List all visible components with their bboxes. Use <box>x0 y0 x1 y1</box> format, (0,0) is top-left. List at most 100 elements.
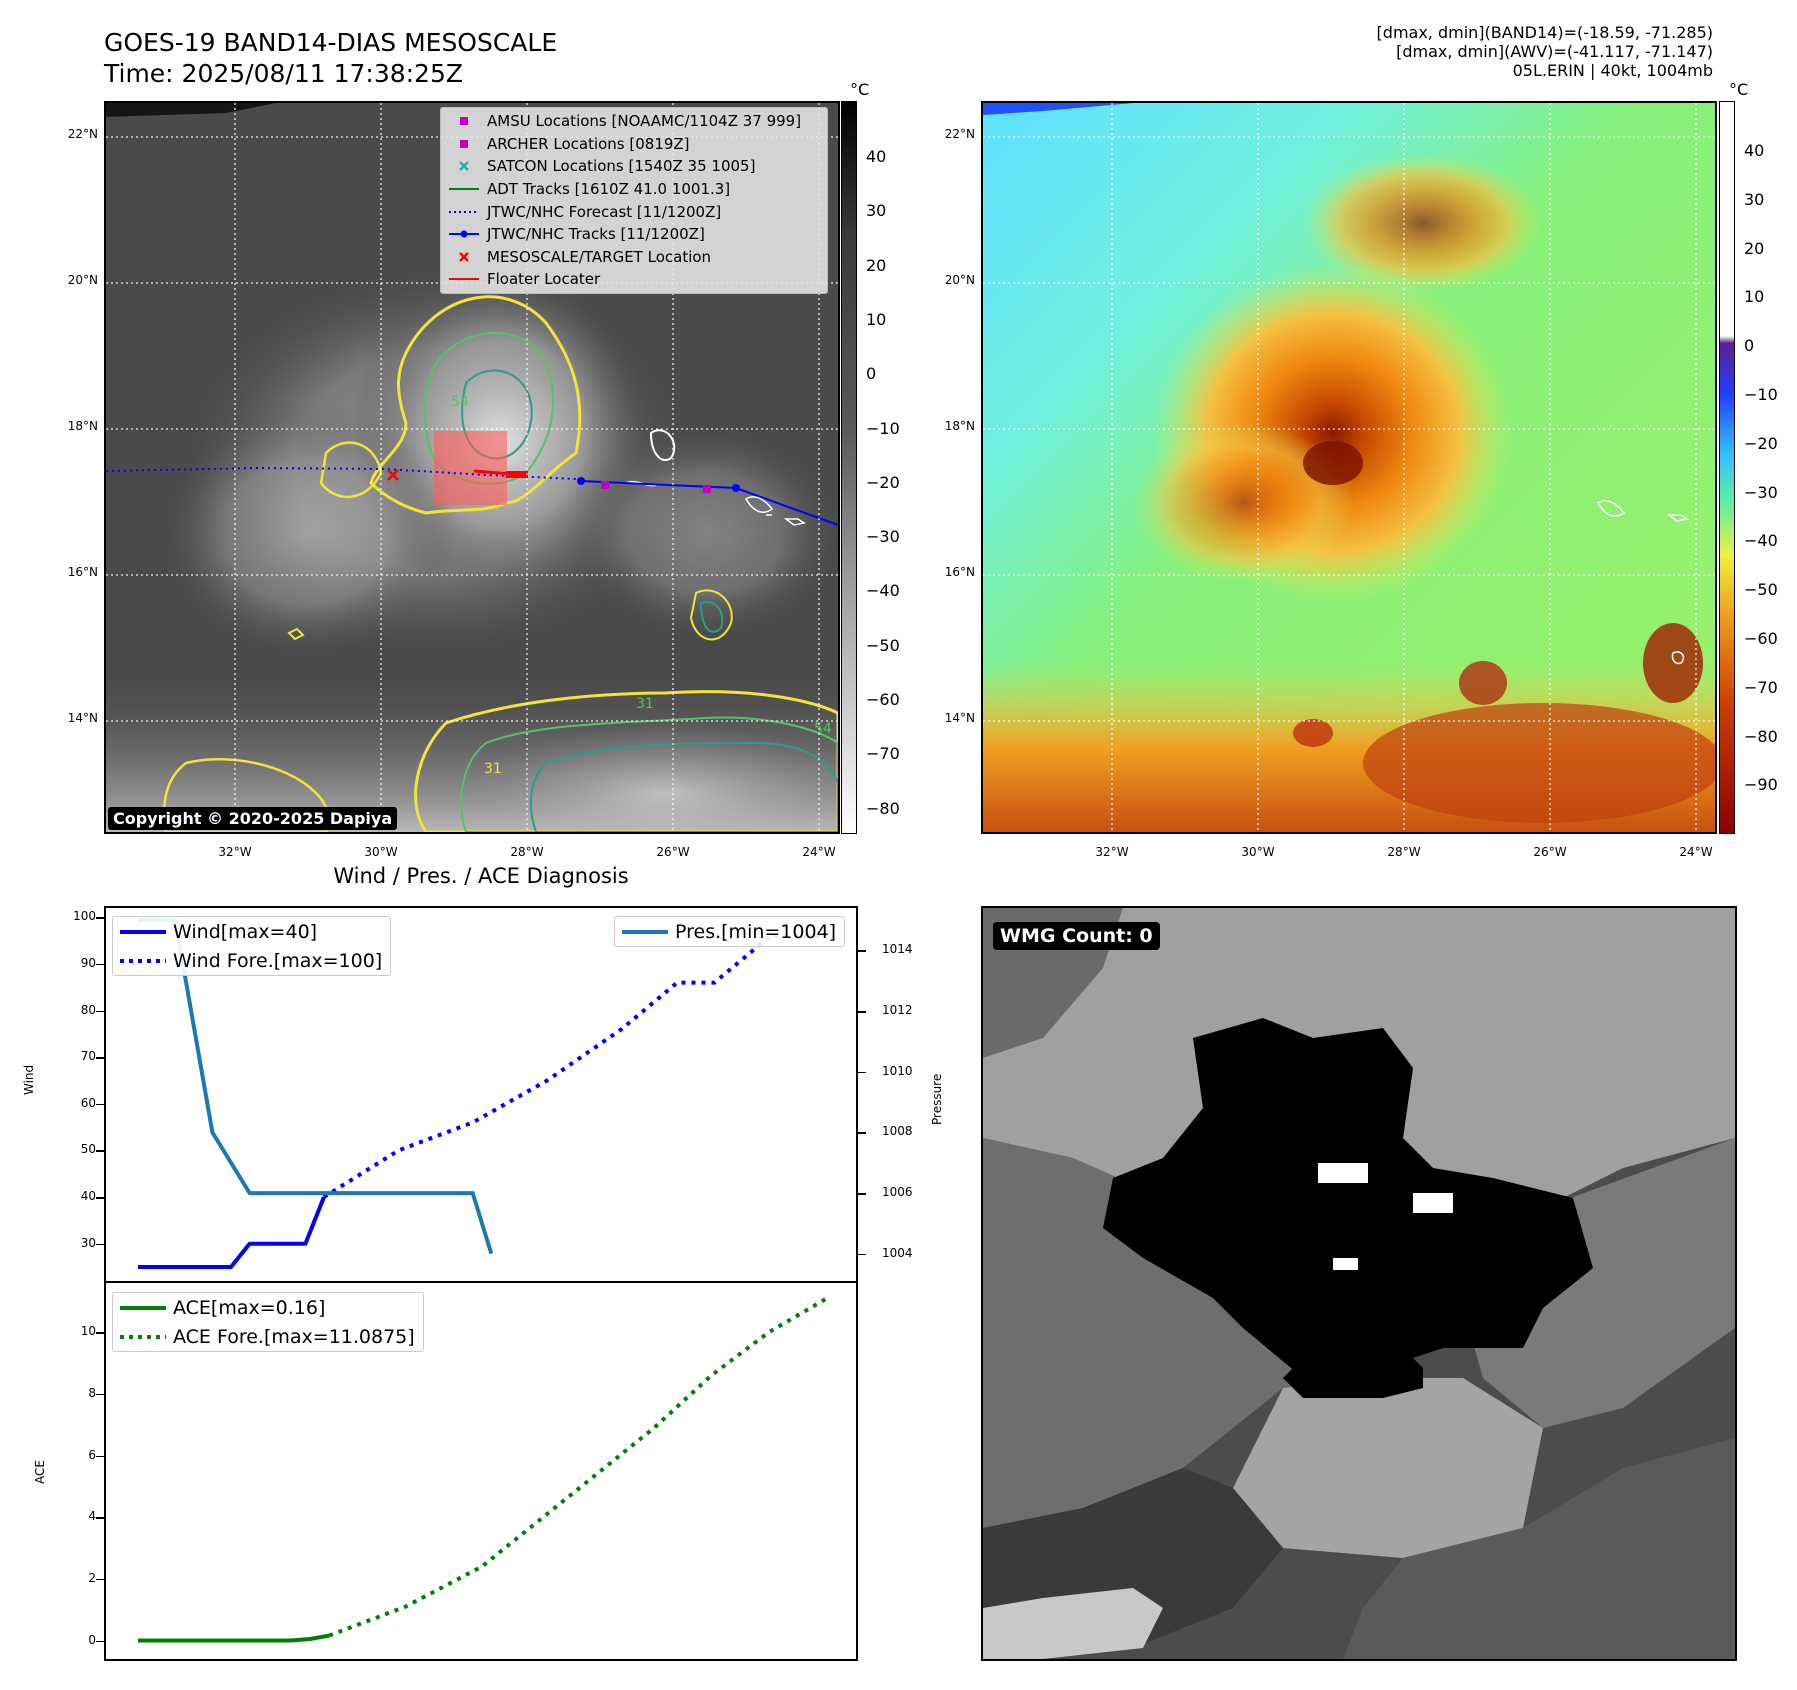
legend-label: ACE Fore.[max=11.0875] <box>173 1325 415 1348</box>
lon-tick-label: 32°W <box>1095 845 1129 859</box>
wind-ytick-mark <box>96 1103 104 1106</box>
ace-ytick-label: 8 <box>88 1385 96 1400</box>
wind-ytick-label: 70 <box>80 1049 96 1064</box>
legend-swatch <box>441 138 487 150</box>
wmg-image <box>983 908 1735 1659</box>
wmg-panel: WMG Count: 0 <box>981 906 1737 1661</box>
wind-ytick-label: 90 <box>80 955 96 970</box>
storm-info: 05L.ERIN | 40kt, 1004mb <box>1512 61 1713 80</box>
track-point <box>732 484 740 492</box>
ace-axis-label: ACE <box>33 1460 47 1484</box>
legend-label: JTWC/NHC Tracks [11/1200Z] <box>487 225 705 244</box>
ace-ytick-mark <box>96 1578 104 1581</box>
contour-label: 31 <box>484 761 502 777</box>
legend-label: Floater Locater <box>487 270 601 289</box>
colorbar-tick-label: −80 <box>866 798 900 818</box>
colorbar-tick-label: 10 <box>866 309 887 329</box>
track-point <box>577 477 585 485</box>
lon-tick-label: 28°W <box>510 845 544 859</box>
legend-item: Floater Locater <box>441 268 827 291</box>
ace-ytick-label: 2 <box>88 1570 96 1585</box>
legend-label: Wind[max=40] <box>173 920 318 943</box>
pressure-ytick-mark <box>858 950 866 952</box>
legend-swatch <box>113 958 173 964</box>
lat-tick-label: 18°N <box>944 419 975 433</box>
wind-ytick-mark <box>96 917 104 919</box>
wv-colorbar-unit: °C <box>1729 80 1749 99</box>
colorbar-tick-label: −80 <box>1744 726 1778 746</box>
pressure-ytick-label: 1012 <box>882 1003 913 1018</box>
ace-ytick-mark <box>96 1640 104 1642</box>
series-line-1 <box>322 934 826 1199</box>
contour-label: 54 <box>451 394 469 410</box>
pressure-ytick-mark <box>858 1011 866 1013</box>
wv-gridlines <box>983 103 1715 832</box>
lat-tick-label: 14°N <box>67 711 98 725</box>
colorbar-tick-label: −30 <box>1744 482 1778 502</box>
legend-label: ADT Tracks [1610Z 41.0 1001.3] <box>487 180 731 199</box>
wind-axis-label: Wind <box>22 1064 36 1095</box>
stats-band14: [dmax, dmin](BAND14)=(-18.59, -71.285) <box>1376 23 1713 42</box>
legend-label: Wind Fore.[max=100] <box>173 949 383 972</box>
figure-title: GOES-19 BAND14-DIAS MESOSCALE <box>104 28 558 57</box>
colorbar-tick-label: −20 <box>1744 433 1778 453</box>
wmg-count-badge: WMG Count: 0 <box>993 922 1160 950</box>
pressure-ytick-label: 1008 <box>882 1124 913 1139</box>
wind-legend: Wind[max=40] Wind Fore.[max=100] <box>112 916 392 976</box>
legend-label: JTWC/NHC Forecast [11/1200Z] <box>487 202 722 221</box>
lon-tick-label: 30°W <box>1241 845 1275 859</box>
legend-swatch <box>441 160 487 172</box>
legend-item: MESOSCALE/TARGET Location <box>441 246 827 269</box>
colorbar-tick-label: −50 <box>1744 580 1778 600</box>
colorbar-tick-label: 30 <box>1744 189 1765 209</box>
pressure-ytick-label: 1004 <box>882 1245 913 1260</box>
ace-ytick-label: 6 <box>88 1447 96 1462</box>
pressure-axis-label: Pressure <box>930 1073 944 1125</box>
colorbar-tick-label: 40 <box>866 147 887 166</box>
copyright-badge: Copyright © 2020-2025 Dapiya <box>108 807 398 830</box>
lat-tick-label: 20°N <box>944 273 975 287</box>
colorbar-tick-label: −50 <box>866 635 900 655</box>
legend-swatch <box>441 183 487 195</box>
colorbar-tick-label: −70 <box>1744 677 1778 697</box>
colorbar-tick-label: 10 <box>1744 287 1765 307</box>
colorbar-tick-label: −40 <box>1744 531 1778 551</box>
wv-map-image <box>983 103 1715 832</box>
legend-label: MESOSCALE/TARGET Location <box>487 247 712 266</box>
pressure-ytick-label: 1010 <box>882 1063 913 1078</box>
series-line-0 <box>138 1633 330 1643</box>
contour-label: 31 <box>636 696 654 712</box>
colorbar-tick-label: −60 <box>866 690 900 709</box>
legend-item-wind-fore: Wind Fore.[max=100] <box>113 946 390 975</box>
pressure-ytick-mark <box>858 1253 866 1256</box>
legend-item: ARCHER Locations [0819Z] <box>441 133 827 156</box>
diagnosis-title: Wind / Pres. / ACE Diagnosis <box>333 864 629 888</box>
colorbar-tick-label: −10 <box>1744 385 1778 404</box>
wind-ytick-label: 80 <box>80 1002 96 1017</box>
wind-ytick-label: 30 <box>80 1235 96 1250</box>
ir-map-legend: AMSU Locations [NOAAMC/1104Z 37 999] ARCH… <box>440 107 828 294</box>
legend-item-wind: Wind[max=40] <box>113 917 390 946</box>
ace-legend: ACE[max=0.16] ACE Fore.[max=11.0875] <box>112 1292 424 1352</box>
ace-ytick-mark <box>96 1393 104 1396</box>
colorbar-tick-label: −40 <box>866 581 900 601</box>
colorbar-tick-label: −20 <box>866 472 900 492</box>
lon-tick-label: 26°W <box>656 845 690 859</box>
ace-ytick-mark <box>96 1332 104 1334</box>
lon-tick-label: 24°W <box>802 845 836 859</box>
amsu-marker <box>601 481 609 489</box>
lon-tick-label: 24°W <box>1679 845 1713 859</box>
legend-label: ARCHER Locations [0819Z] <box>487 134 690 153</box>
ace-ytick-label: 4 <box>88 1509 96 1524</box>
lat-tick-label: 22°N <box>944 127 975 141</box>
legend-swatch <box>441 206 487 218</box>
pressure-ytick-mark <box>858 1193 866 1195</box>
ace-ytick-mark <box>96 1517 104 1519</box>
wind-ytick-mark <box>96 1010 104 1013</box>
target-marker <box>387 469 399 481</box>
floater-marker <box>506 471 528 478</box>
wind-ytick-mark <box>96 1057 104 1059</box>
legend-label: Pres.[min=1004] <box>675 920 837 943</box>
colorbar-tick-label: 20 <box>866 255 887 275</box>
legend-swatch <box>113 929 173 935</box>
